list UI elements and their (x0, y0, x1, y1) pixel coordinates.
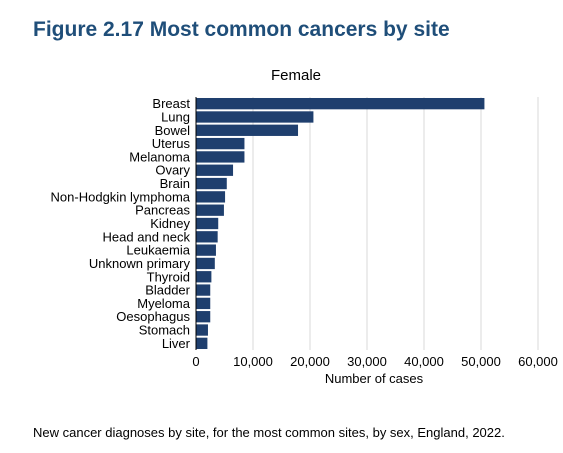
figure-title: Figure 2.17 Most common cancers by site (33, 18, 450, 41)
category-label: Unknown primary (89, 256, 191, 271)
x-tick-labels: 0 10,000 20,000 30,000 40,000 50,000 60,000 (192, 354, 558, 369)
category-label: Brain (160, 176, 190, 191)
x-tick-label: 0 (192, 354, 199, 369)
bars (196, 97, 485, 350)
category-label: Thyroid (147, 269, 190, 284)
x-tick-label: 10,000 (233, 354, 273, 369)
bar-unknown-primary (196, 257, 215, 270)
bar-ovary (196, 164, 234, 176)
category-label: Bowel (155, 123, 191, 138)
category-label: Leukaemia (126, 243, 190, 258)
x-axis-label: Number of cases (325, 371, 424, 386)
category-label: Non-Hodgkin lymphoma (51, 189, 191, 204)
bar-uterus (196, 137, 245, 150)
bar-kidney (196, 217, 219, 230)
x-tick-label: 50,000 (461, 354, 501, 369)
category-label: Melanoma (129, 149, 190, 164)
bar-leukaemia (196, 244, 216, 256)
bar-oesophagus (196, 311, 211, 323)
bar-bladder (196, 284, 211, 296)
category-label: Uterus (152, 136, 191, 151)
category-labels: BreastLungBowelUterusMelanomaOvaryBrainN… (51, 96, 191, 351)
bar-melanoma (196, 151, 245, 163)
x-tick-label: 30,000 (347, 354, 387, 369)
bar-brain (196, 177, 227, 190)
category-label: Ovary (155, 163, 190, 178)
chart-title: Female (271, 67, 321, 84)
category-label: Kidney (150, 216, 190, 231)
bar-pancreas (196, 204, 224, 216)
bar-head-and-neck (196, 231, 218, 243)
bar-stomach (196, 324, 208, 336)
x-tick-label: 40,000 (404, 354, 444, 369)
category-label: Stomach (139, 323, 190, 338)
bar-thyroid (196, 271, 212, 283)
category-label: Liver (162, 336, 191, 351)
bar-liver (196, 337, 208, 350)
x-tick-label: 60,000 (518, 354, 558, 369)
category-label: Pancreas (135, 203, 190, 218)
gridlines (252, 97, 539, 350)
category-label: Bladder (145, 283, 190, 298)
bar-breast (196, 97, 485, 110)
category-label: Lung (161, 109, 190, 124)
x-tick-label: 20,000 (290, 354, 330, 369)
category-label: Myeloma (137, 296, 191, 311)
bar-bowel (196, 124, 299, 136)
bar-non-hodgkin-lymphoma (196, 191, 226, 203)
category-label: Oesophagus (116, 309, 190, 324)
category-label: Head and neck (103, 229, 191, 244)
bar-chart: Female BreastLungBowelUterusMelanomaOvar… (51, 67, 558, 386)
figure-caption: New cancer diagnoses by site, for the mo… (33, 425, 505, 440)
bar-myeloma (196, 297, 211, 310)
category-label: Breast (152, 96, 190, 111)
bar-lung (196, 111, 314, 123)
